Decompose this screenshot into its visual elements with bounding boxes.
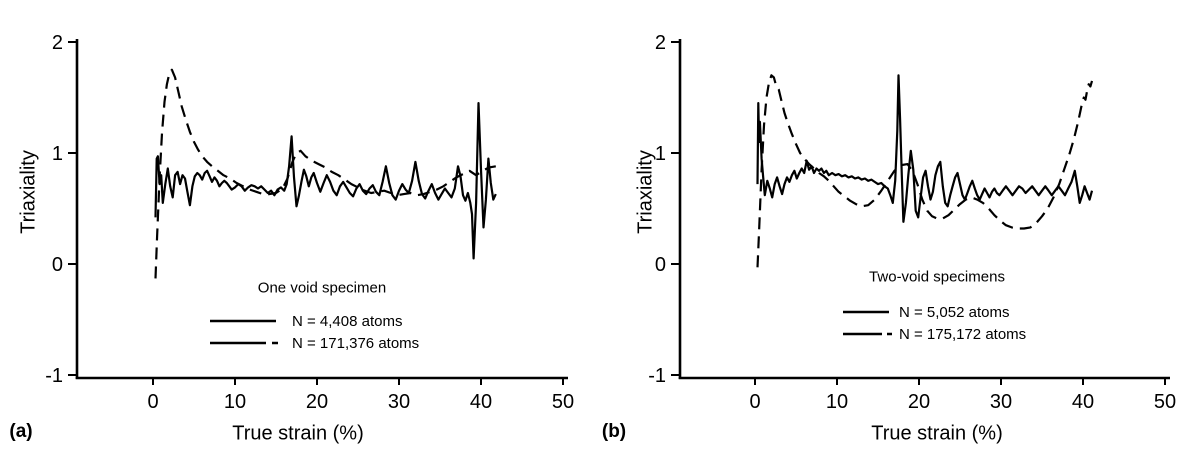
y-tick-label: 0 [655,254,666,276]
panel-b-label: (b) [601,421,627,442]
x-tick-label: 30 [388,391,410,413]
legend: N = 5,052 atoms N = 175,172 atoms [843,301,1026,345]
series-line-solid [756,74,1094,223]
y-tick-label: 1 [655,143,666,165]
y-tick-label: 2 [655,32,666,54]
legend-item: N = 175,172 atoms [843,323,1026,345]
x-tick-label: 40 [470,391,492,413]
legend: N = 4,408 atoms N = 171,376 atoms [210,310,419,354]
series-line-dashed [756,74,1094,268]
series-line-solid [154,102,497,260]
y-tick-label: -1 [45,365,63,387]
y-tick-label: 1 [52,143,63,165]
x-tick-label: 0 [749,391,760,413]
x-tick-label: 0 [147,391,158,413]
legend-item-label: N = 175,172 atoms [899,325,1027,343]
dashed-line-sample [210,341,280,345]
x-axis-label: True strain (%) [232,422,364,445]
y-axis-label: Triaxiality [17,150,40,234]
x-tick-label: 50 [552,391,574,413]
legend-item-label: N = 171,376 atoms [292,334,420,352]
series-line-dashed [154,68,496,279]
y-axis-label: Triaxiality [634,150,657,234]
legend-title: One void specimen [257,279,387,297]
y-tick-label: 0 [52,254,63,276]
x-tick-label: 10 [826,391,848,413]
x-tick-label: 40 [1072,391,1094,413]
x-tick-label: 50 [1154,391,1176,413]
y-tick-label: -1 [648,365,666,387]
legend-title: Two-void specimens [869,268,1005,286]
x-axis-label: True strain (%) [871,422,1003,445]
x-tick-label: 30 [990,391,1012,413]
x-tick-label: 20 [306,391,328,413]
dashed-line-sample [843,332,892,336]
solid-line-sample [843,310,889,314]
legend-item: N = 5,052 atoms [843,301,1026,323]
panel-a-label: (a) [9,421,33,442]
legend-item-label: N = 5,052 atoms [899,303,1010,321]
solid-line-sample [210,319,276,323]
legend-item: N = 4,408 atoms [210,310,419,332]
x-tick-label: 10 [224,391,246,413]
legend-item: N = 171,376 atoms [210,332,419,354]
x-tick-label: 20 [908,391,930,413]
legend-item-label: N = 4,408 atoms [292,312,403,330]
y-tick-label: 2 [52,32,63,54]
